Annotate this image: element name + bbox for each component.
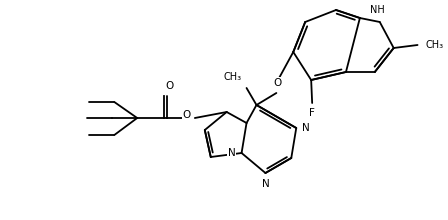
Text: O: O [183,110,191,120]
Text: CH₃: CH₃ [224,72,241,82]
Text: F: F [309,108,315,118]
Text: NH: NH [370,5,385,15]
Text: N: N [262,179,269,189]
Text: O: O [273,78,281,88]
Text: N: N [302,123,310,133]
Text: CH₃: CH₃ [426,40,444,50]
Text: O: O [165,81,173,91]
Text: N: N [228,148,236,158]
